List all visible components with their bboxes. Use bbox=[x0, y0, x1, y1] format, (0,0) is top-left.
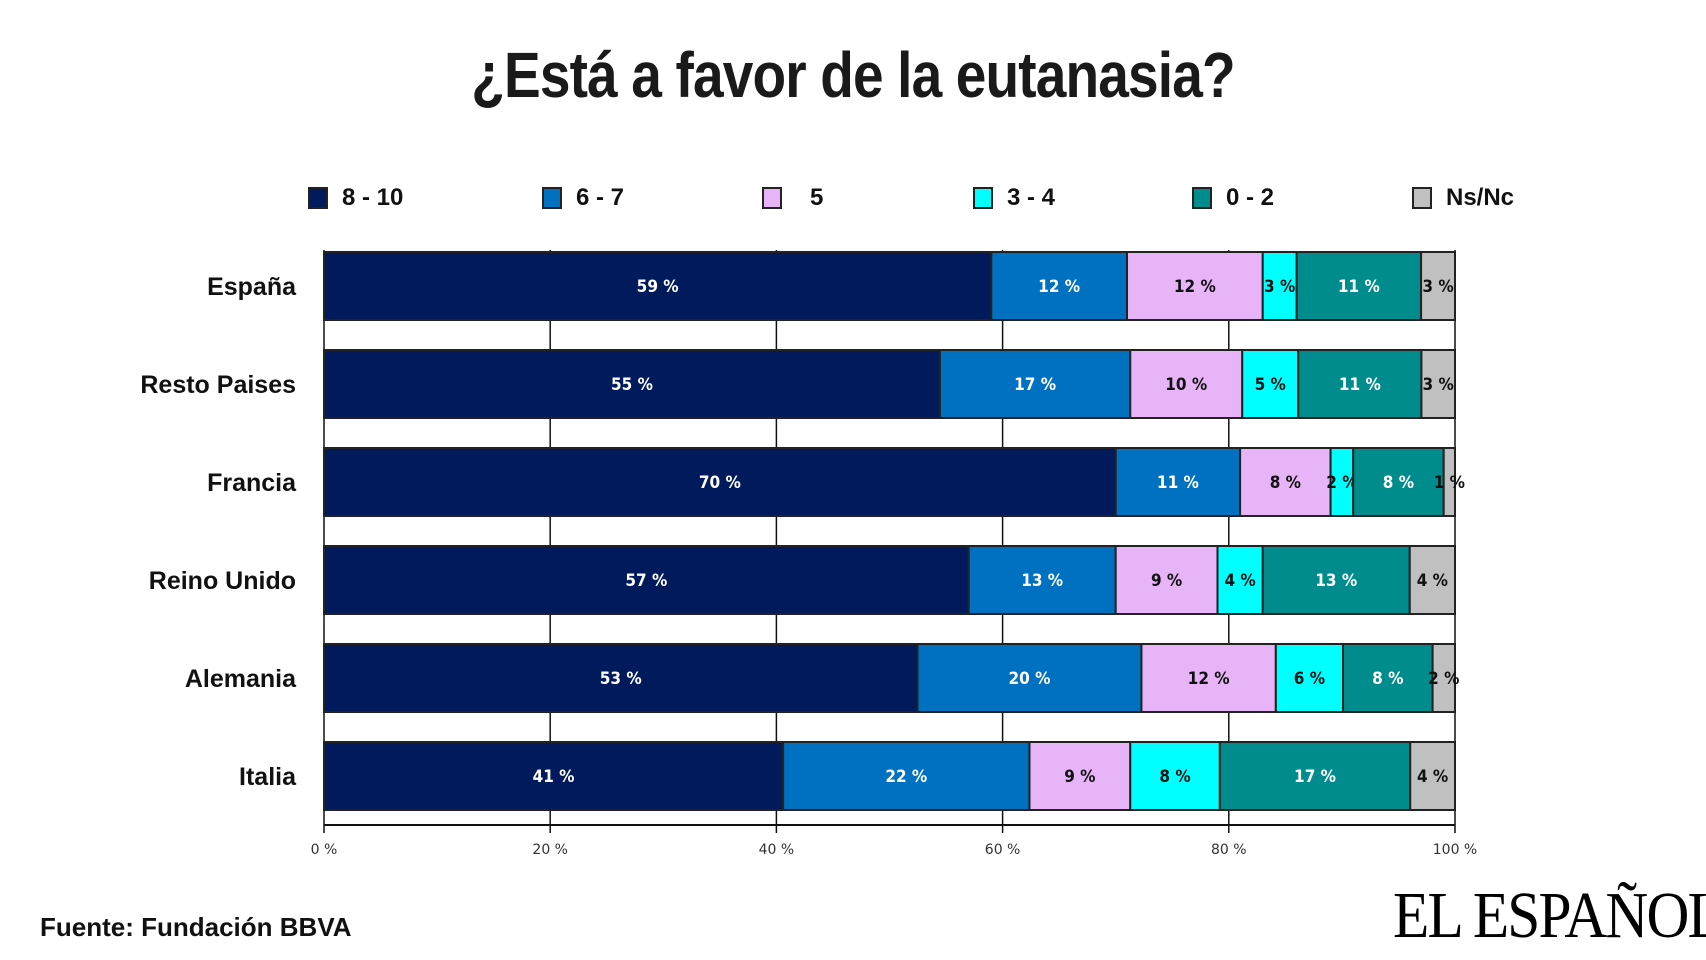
data-label: 10 % bbox=[1165, 375, 1207, 395]
data-label: 2 % bbox=[1326, 473, 1357, 493]
data-label: 13 % bbox=[1021, 571, 1063, 591]
data-label: 4 % bbox=[1417, 767, 1448, 787]
legend-item: 5 bbox=[762, 184, 823, 212]
legend-swatch bbox=[1412, 187, 1432, 209]
bar-segment bbox=[1408, 545, 1457, 615]
bar-segment bbox=[916, 643, 1143, 713]
bar-segment bbox=[1420, 349, 1456, 419]
category-label: Reino Unido bbox=[149, 567, 296, 595]
bar-segment bbox=[1297, 349, 1423, 419]
legend-label: 0 - 2 bbox=[1226, 184, 1275, 211]
data-label: 41 % bbox=[533, 767, 575, 787]
bar-segment bbox=[1218, 741, 1412, 811]
data-label: 8 % bbox=[1372, 669, 1403, 689]
data-label: 22 % bbox=[885, 767, 927, 787]
data-label: 12 % bbox=[1038, 277, 1080, 297]
data-label: 2 % bbox=[1428, 669, 1459, 689]
legend: 8 - 10 6 - 7 5 3 - 4 0 - 2 Ns/Nc bbox=[0, 184, 1706, 214]
category-label: España bbox=[207, 273, 297, 301]
legend-label: 8 - 10 bbox=[342, 184, 404, 211]
bar-segment bbox=[1261, 545, 1411, 615]
data-label: 13 % bbox=[1315, 571, 1357, 591]
bar-segment bbox=[1129, 349, 1244, 419]
data-label: 17 % bbox=[1014, 375, 1056, 395]
bar-segment bbox=[323, 349, 941, 419]
bar-segment bbox=[938, 349, 1132, 419]
data-label: 3 % bbox=[1423, 375, 1454, 395]
source-note: Fuente: Fundación BBVA bbox=[40, 912, 352, 942]
bar-segment bbox=[1241, 349, 1300, 419]
bar-segment bbox=[1352, 447, 1445, 517]
legend-label: 3 - 4 bbox=[1007, 184, 1056, 211]
legend-swatch bbox=[308, 187, 328, 209]
bar-segment bbox=[323, 251, 993, 321]
legend-swatch bbox=[1192, 187, 1212, 209]
data-label: 6 % bbox=[1294, 669, 1325, 689]
bar-segment bbox=[323, 545, 970, 615]
legend-label: Ns/Nc bbox=[1446, 184, 1515, 211]
stacked-bar-chart: 0 % 20 % 40 % 60 % 80 % 100 % España 59 % 12 % 12… bbox=[140, 250, 1477, 858]
data-label: 8 % bbox=[1270, 473, 1301, 493]
x-tick-label: 0 % bbox=[311, 842, 338, 858]
legend-item: 6 - 7 bbox=[542, 184, 624, 212]
bar-segment bbox=[1295, 251, 1423, 321]
data-label: 9 % bbox=[1064, 767, 1095, 787]
bar-segment bbox=[323, 447, 1117, 517]
legend-swatch bbox=[973, 187, 993, 209]
data-label: 11 % bbox=[1338, 277, 1380, 297]
legend-swatch bbox=[542, 187, 562, 209]
data-label: 17 % bbox=[1294, 767, 1336, 787]
legend-item: 0 - 2 bbox=[1192, 184, 1274, 212]
legend-item: 8 - 10 bbox=[308, 184, 403, 212]
data-label: 57 % bbox=[625, 571, 667, 591]
x-tick-label: 100 % bbox=[1433, 842, 1477, 858]
category-label: Resto Paises bbox=[140, 371, 296, 399]
data-label: 4 % bbox=[1417, 571, 1448, 591]
bar-segment bbox=[1420, 251, 1456, 321]
chart-title: ¿Está a favor de la eutanasia? bbox=[471, 39, 1235, 111]
data-label: 59 % bbox=[637, 277, 679, 297]
data-label: 55 % bbox=[611, 375, 653, 395]
bar-segment bbox=[1431, 643, 1457, 713]
legend-label: 5 bbox=[810, 184, 824, 211]
category-label: Alemania bbox=[185, 665, 297, 693]
data-label: 20 % bbox=[1009, 669, 1051, 689]
bar-segment bbox=[967, 545, 1117, 615]
x-tick-label: 60 % bbox=[985, 842, 1021, 858]
data-label: 11 % bbox=[1339, 375, 1381, 395]
data-label: 11 % bbox=[1157, 473, 1199, 493]
category-label: Francia bbox=[207, 469, 297, 497]
data-label: 3 % bbox=[1264, 277, 1295, 297]
data-label: 70 % bbox=[699, 473, 741, 493]
bar-segment bbox=[1274, 643, 1345, 713]
bar-segment bbox=[782, 741, 1031, 811]
category-label: Italia bbox=[239, 763, 297, 791]
bar-segment bbox=[1216, 545, 1264, 615]
bar-segment bbox=[1442, 447, 1456, 517]
data-label: 53 % bbox=[600, 669, 642, 689]
data-label: 8 % bbox=[1159, 767, 1190, 787]
bar-segment bbox=[1342, 643, 1434, 713]
data-label: 12 % bbox=[1188, 669, 1230, 689]
legend-item: 3 - 4 bbox=[973, 184, 1055, 212]
data-label: 3 % bbox=[1422, 277, 1453, 297]
x-tick-label: 20 % bbox=[532, 842, 568, 858]
data-label: 1 % bbox=[1434, 473, 1465, 493]
legend-label: 6 - 7 bbox=[576, 184, 625, 211]
legend-swatch bbox=[762, 187, 782, 209]
data-label: 9 % bbox=[1151, 571, 1182, 591]
bar-segment bbox=[323, 741, 785, 811]
x-tick-label: 40 % bbox=[759, 842, 795, 858]
el-espanol-logo: EL ESPAÑOL bbox=[1393, 879, 1706, 952]
legend-item: Ns/Nc bbox=[1412, 184, 1514, 212]
x-tick-label: 80 % bbox=[1211, 842, 1247, 858]
bar-segment bbox=[1126, 251, 1264, 321]
data-label: 8 % bbox=[1383, 473, 1414, 493]
data-label: 5 % bbox=[1255, 375, 1286, 395]
data-label: 4 % bbox=[1224, 571, 1255, 591]
bar-segment bbox=[1409, 741, 1456, 811]
data-label: 12 % bbox=[1174, 277, 1216, 297]
bar-segment bbox=[990, 251, 1129, 321]
bar-segment bbox=[323, 643, 919, 713]
